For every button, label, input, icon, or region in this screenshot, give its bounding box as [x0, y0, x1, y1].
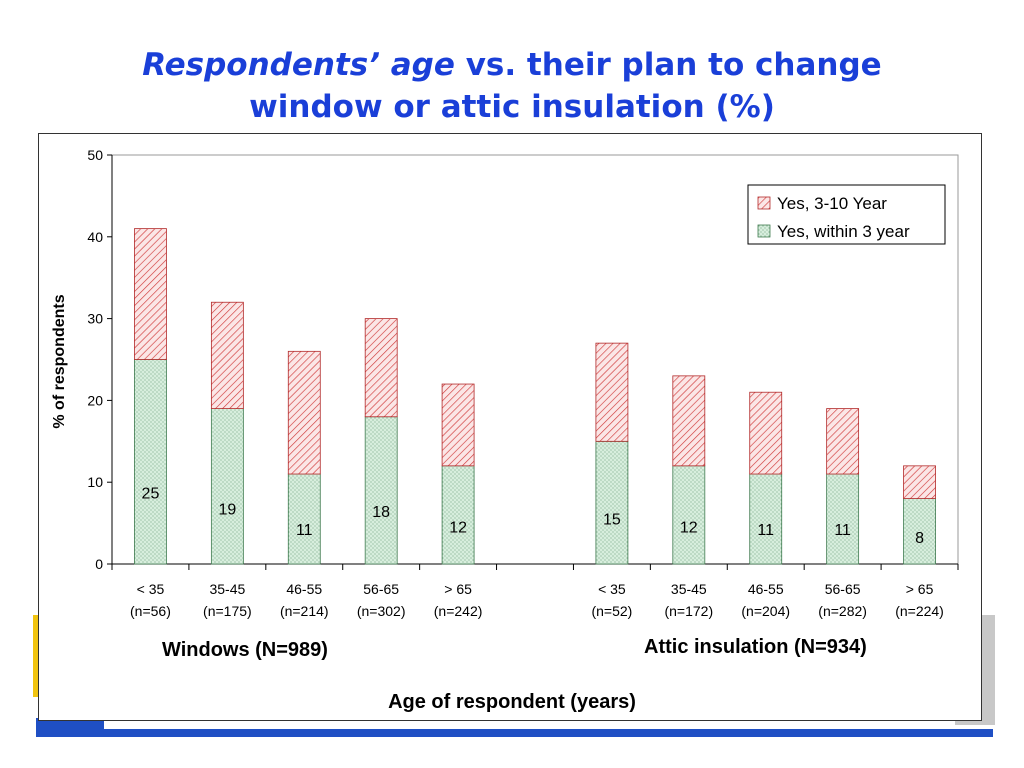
- x-tick-label-9-1: (n=224): [895, 603, 944, 619]
- slide-title: Respondents’ age vs. their plan to chang…: [0, 44, 1024, 128]
- slide-title-line-1: Respondents’ age vs. their plan to chang…: [0, 44, 1024, 86]
- x-tick-label-3-0: 56-65: [363, 581, 399, 597]
- y-tick-label-2: 20: [87, 392, 103, 408]
- x-tick-label-5-0: < 35: [598, 581, 626, 597]
- legend-swatch-1: [757, 224, 771, 238]
- bar-within-3-year-4: [441, 465, 475, 565]
- x-tick-label-4-1: (n=242): [434, 603, 483, 619]
- bar-3-10-year-1: [210, 301, 244, 409]
- data-label-9: 8: [915, 530, 924, 547]
- legend: Yes, 3-10 Year Yes, within 3 year: [747, 184, 946, 245]
- bar-within-3-year-9: [903, 498, 936, 565]
- x-tick-label-7-1: (n=204): [741, 603, 790, 619]
- bar-within-3-year-5: [595, 440, 629, 565]
- bar-3-10-year-0: [134, 228, 167, 360]
- decorative-blue-footer-bar: [36, 729, 993, 737]
- bar-3-10-year-5: [595, 342, 629, 442]
- x-tick-label-0-1: (n=56): [130, 603, 171, 619]
- group-label-attic: Attic insulation (N=934): [644, 636, 867, 658]
- y-axis-title: % of respondents: [51, 294, 68, 428]
- x-tick-label-8-0: 56-65: [825, 581, 861, 597]
- x-tick-label-7-0: 46-55: [748, 581, 784, 597]
- data-label-4: 12: [449, 520, 467, 537]
- bar-within-3-year-2: [287, 473, 321, 565]
- y-tick-label-1: 10: [87, 474, 103, 490]
- bar-within-3-year-1: [210, 408, 244, 565]
- x-tick-label-1-1: (n=175): [203, 603, 252, 619]
- bar-within-3-year-7: [749, 473, 783, 565]
- data-label-3: 18: [372, 504, 390, 521]
- x-tick-label-6-1: (n=172): [664, 603, 713, 619]
- legend-label-1: Yes, within 3 year: [777, 222, 910, 241]
- legend-swatch-0: [757, 196, 771, 210]
- group-label-windows: Windows (N=989): [162, 639, 328, 661]
- data-label-6: 12: [680, 520, 698, 537]
- bar-within-3-year-6: [672, 465, 706, 565]
- bar-3-10-year-2: [287, 350, 321, 475]
- bar-3-10-year-9: [903, 465, 936, 499]
- data-label-2: 11: [296, 522, 313, 539]
- x-tick-label-6-0: 35-45: [671, 581, 707, 597]
- x-tick-label-9-0: > 65: [906, 581, 934, 597]
- legend-box: [747, 184, 946, 245]
- legend-label-0: Yes, 3-10 Year: [777, 194, 887, 213]
- y-tick-label-4: 40: [87, 229, 103, 245]
- slide-title-line-2: window or attic insulation (%): [249, 89, 775, 125]
- data-label-7: 11: [757, 522, 774, 539]
- decorative-blue-footer-stub: [36, 718, 104, 730]
- bar-3-10-year-6: [672, 375, 706, 467]
- data-label-0: 25: [142, 486, 160, 503]
- y-tick-label-3: 30: [87, 311, 103, 327]
- bar-within-3-year-8: [826, 473, 860, 565]
- x-tick-label-5-1: (n=52): [591, 603, 632, 619]
- bar-3-10-year-4: [441, 383, 475, 467]
- data-label-1: 19: [218, 501, 236, 518]
- slide-title-italic: Respondents’ age: [142, 47, 455, 83]
- data-label-5: 15: [603, 512, 621, 529]
- bar-within-3-year-3: [364, 416, 398, 565]
- x-tick-label-3-1: (n=302): [357, 603, 406, 619]
- bar-3-10-year-3: [364, 318, 398, 418]
- x-tick-label-2-0: 46-55: [286, 581, 322, 597]
- x-tick-label-4-0: > 65: [444, 581, 472, 597]
- bar-3-10-year-8: [826, 408, 860, 475]
- bar-3-10-year-7: [749, 391, 783, 475]
- stacked-bar-chart: 0 10 20 30 40 50 % of respondents 25 < 35 (n=56) 1…: [51, 147, 959, 619]
- y-tick-label-5: 50: [87, 147, 103, 163]
- y-tick-label-0: 0: [95, 556, 103, 572]
- x-tick-label-2-1: (n=214): [280, 603, 329, 619]
- x-axis-title: Age of respondent (years): [388, 691, 636, 713]
- x-tick-label-0-0: < 35: [137, 581, 165, 597]
- bar-within-3-year-0: [134, 359, 167, 565]
- slide-title-rest: vs. their plan to change: [454, 47, 882, 83]
- x-tick-label-1-0: 35-45: [209, 581, 245, 597]
- data-label-8: 11: [834, 522, 851, 539]
- x-tick-label-8-1: (n=282): [818, 603, 867, 619]
